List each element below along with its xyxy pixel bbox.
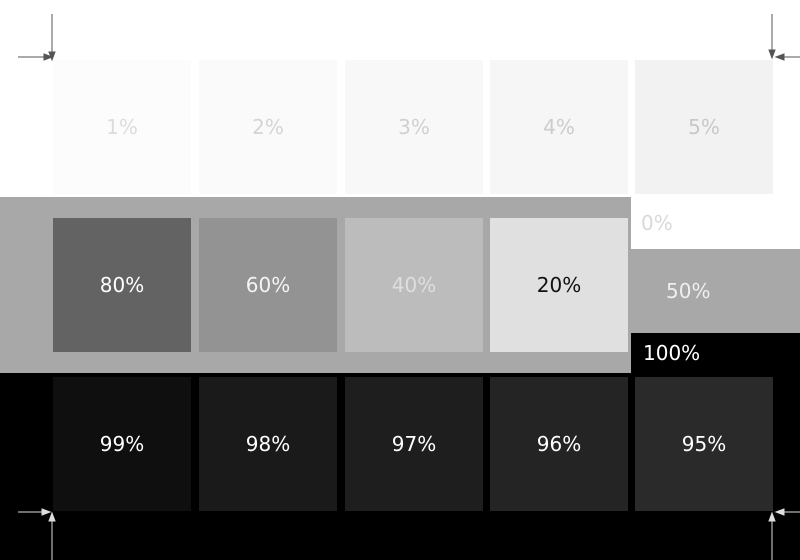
corner-mark-top-right (768, 14, 800, 61)
side-patch-0-percent: 0% (631, 197, 800, 249)
swatch-80-percent: 80% (53, 218, 191, 352)
swatch-20-percent: 20% (490, 218, 628, 352)
swatch-1-percent: 1% (53, 60, 191, 194)
swatch-3-percent: 3% (345, 60, 483, 194)
swatch-98-percent: 98% (199, 377, 337, 511)
swatch-60-percent: 60% (199, 218, 337, 352)
swatch-95-percent: 95% (635, 377, 773, 511)
swatch-40-percent: 40% (345, 218, 483, 352)
swatch-97-percent: 97% (345, 377, 483, 511)
swatch-4-percent: 4% (490, 60, 628, 194)
swatch-99-percent: 99% (53, 377, 191, 511)
side-patch-100-percent: 100% (631, 333, 800, 373)
swatch-2-percent: 2% (199, 60, 337, 194)
side-patch-50-percent: 50% (631, 249, 800, 333)
swatch-96-percent: 96% (490, 377, 628, 511)
corner-mark-top-left (18, 14, 56, 62)
swatch-5-percent: 5% (635, 60, 773, 194)
